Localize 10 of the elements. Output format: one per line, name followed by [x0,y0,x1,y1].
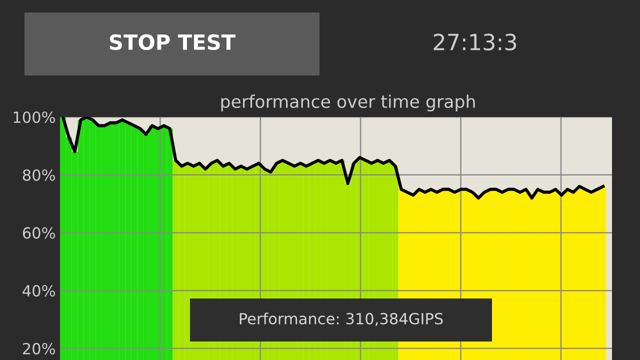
y-tick-label: 60% [22,227,55,239]
text: 27:13:3 [434,34,516,50]
annotation: Performance: 310,384GIPS [240,312,443,326]
y-tick-label: 20% [22,342,55,354]
text: STOP TEST [110,34,236,50]
y-tick-label: 40% [22,285,55,297]
line-series [61,117,605,200]
chart-title: performance over time graph [221,94,475,112]
y-tick-label: 100% [14,111,55,124]
y-tick-label: 80% [22,169,55,181]
